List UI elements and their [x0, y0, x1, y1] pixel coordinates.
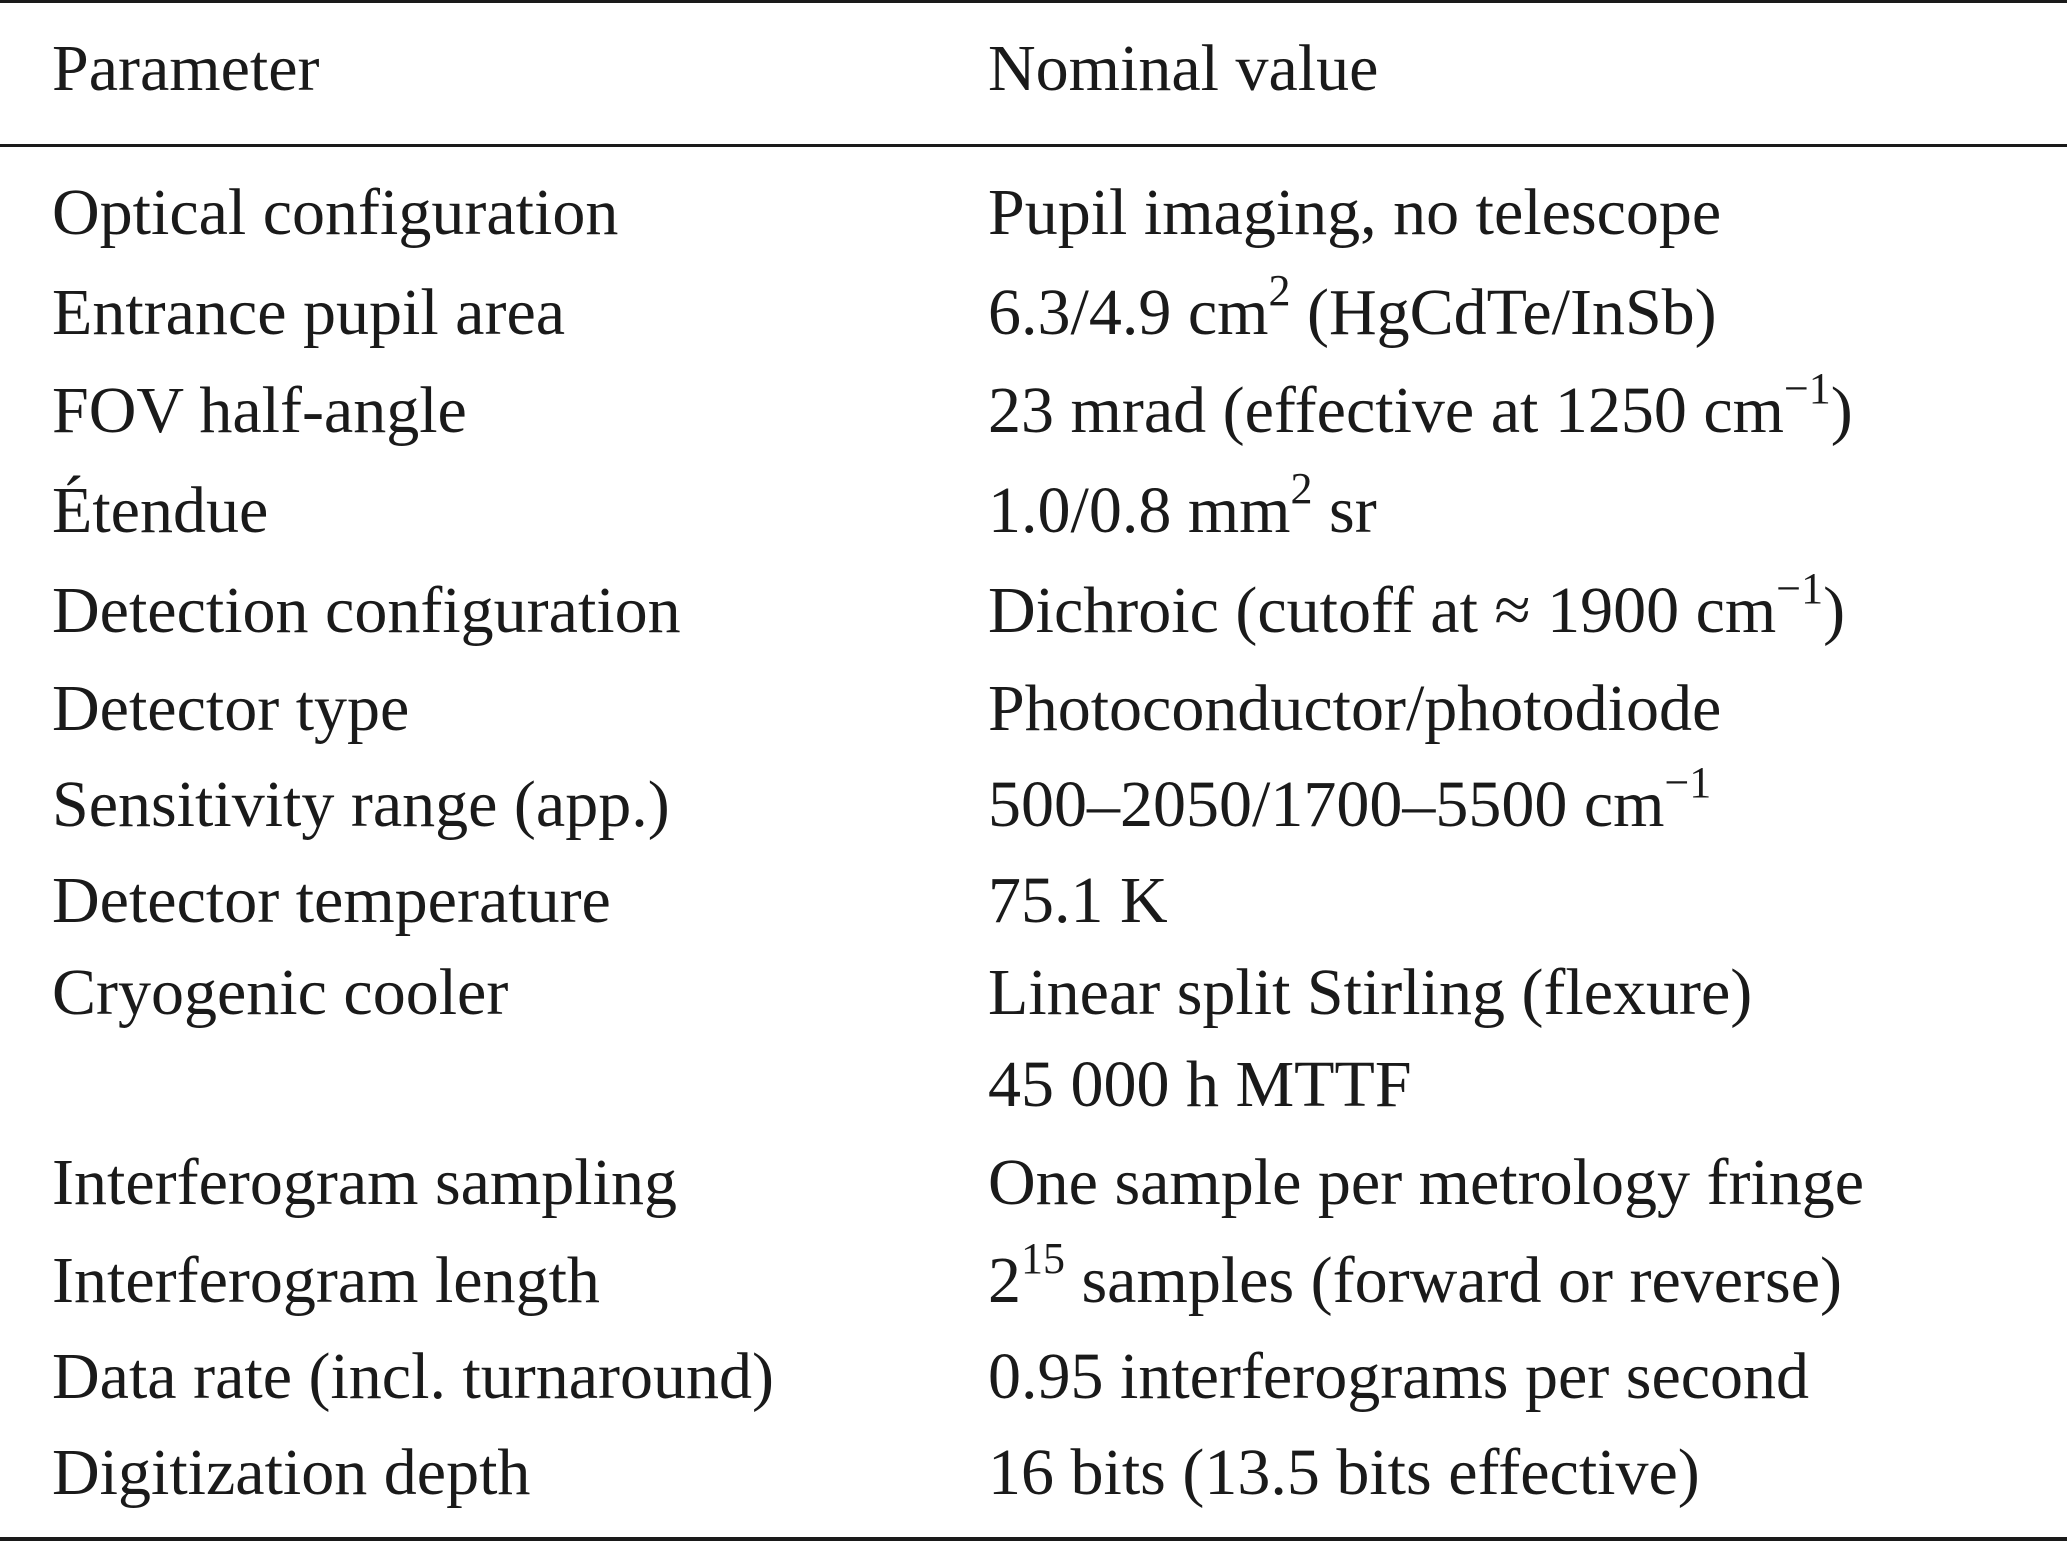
- value-text: 6.3/4.9 cm: [988, 276, 1269, 349]
- row-value: 0.95 interferograms per second: [988, 1340, 1810, 1413]
- row-value: 6.3/4.9 cm2 (HgCdTe/InSb): [988, 269, 1717, 346]
- row-parameter: Detector temperature: [52, 864, 611, 937]
- value-superscript: 2: [1268, 266, 1291, 315]
- row-parameter: Interferogram sampling: [52, 1146, 677, 1219]
- row-value: 23 mrad (effective at 1250 cm−1): [988, 367, 1853, 444]
- row-value: 500–2050/1700–5500 cm−1: [988, 761, 1711, 838]
- row-value: 45 000 h MTTF: [988, 1048, 1412, 1121]
- row-parameter: FOV half-angle: [52, 374, 467, 447]
- value-superscript: −1: [1783, 364, 1831, 413]
- value-superscript: 15: [1021, 1234, 1065, 1283]
- value-text: (HgCdTe/InSb): [1290, 276, 1717, 349]
- column-header-nominal-value: Nominal value: [988, 32, 1379, 105]
- value-superscript: −1: [1664, 758, 1712, 807]
- column-header-parameter: Parameter: [52, 32, 320, 105]
- value-text: sr: [1312, 474, 1377, 547]
- row-parameter: Sensitivity range (app.): [52, 768, 670, 841]
- value-text: 23 mrad (effective at 1250 cm: [988, 374, 1784, 447]
- table-top-rule: [0, 0, 2067, 3]
- value-text: ): [1830, 374, 1853, 447]
- value-text: 500–2050/1700–5500 cm: [988, 768, 1665, 841]
- row-value: Pupil imaging, no telescope: [988, 176, 1722, 249]
- row-parameter: Interferogram length: [52, 1244, 600, 1317]
- row-parameter: Cryogenic cooler: [52, 956, 509, 1029]
- value-text: 1.0/0.8 mm: [988, 474, 1291, 547]
- table-header-rule: [0, 144, 2067, 147]
- table-bottom-rule: [0, 1537, 2067, 1541]
- value-superscript: −1: [1776, 564, 1824, 613]
- row-parameter: Detection configuration: [52, 574, 681, 647]
- row-parameter: Optical configuration: [52, 176, 619, 249]
- row-parameter: Entrance pupil area: [52, 276, 566, 349]
- row-parameter: Detector type: [52, 672, 410, 745]
- value-superscript: 2: [1290, 464, 1313, 513]
- row-value: One sample per metrology fringe: [988, 1146, 1865, 1219]
- row-parameter: Digitization depth: [52, 1436, 531, 1509]
- value-text: samples (forward or reverse): [1065, 1244, 1842, 1317]
- row-value: Dichroic (cutoff at ≈ 1900 cm−1): [988, 567, 1845, 644]
- row-value: 1.0/0.8 mm2 sr: [988, 467, 1377, 544]
- row-value: 75.1 K: [988, 864, 1168, 937]
- value-text: Dichroic (cutoff at ≈ 1900 cm: [988, 574, 1777, 647]
- row-parameter: Data rate (incl. turnaround): [52, 1340, 775, 1413]
- row-value: 16 bits (13.5 bits effective): [988, 1436, 1700, 1509]
- row-parameter: Étendue: [52, 474, 269, 547]
- row-value: Photoconductor/photodiode: [988, 672, 1722, 745]
- row-value: Linear split Stirling (flexure): [988, 956, 1753, 1029]
- value-text: ): [1823, 574, 1846, 647]
- row-value: 215 samples (forward or reverse): [988, 1237, 1842, 1314]
- value-text: 2: [988, 1244, 1021, 1317]
